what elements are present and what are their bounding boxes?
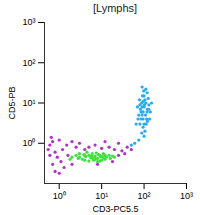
svg-text:10³: 10³ [22,17,35,27]
svg-text:CD5-PB: CD5-PB [7,86,17,119]
svg-text:10⁰: 10⁰ [53,191,66,201]
svg-text:10¹: 10¹ [22,98,35,108]
svg-text:10²: 10² [22,58,35,68]
svg-text:10³: 10³ [180,191,193,201]
html-text:[Lymphs]: [Lymphs] [92,2,138,14]
svg-text:10¹: 10¹ [95,191,108,201]
svg-text:CD3-PC5.5: CD3-PC5.5 [92,204,138,214]
svg-text:10²: 10² [138,191,151,201]
svg-text:10⁰: 10⁰ [22,138,35,148]
